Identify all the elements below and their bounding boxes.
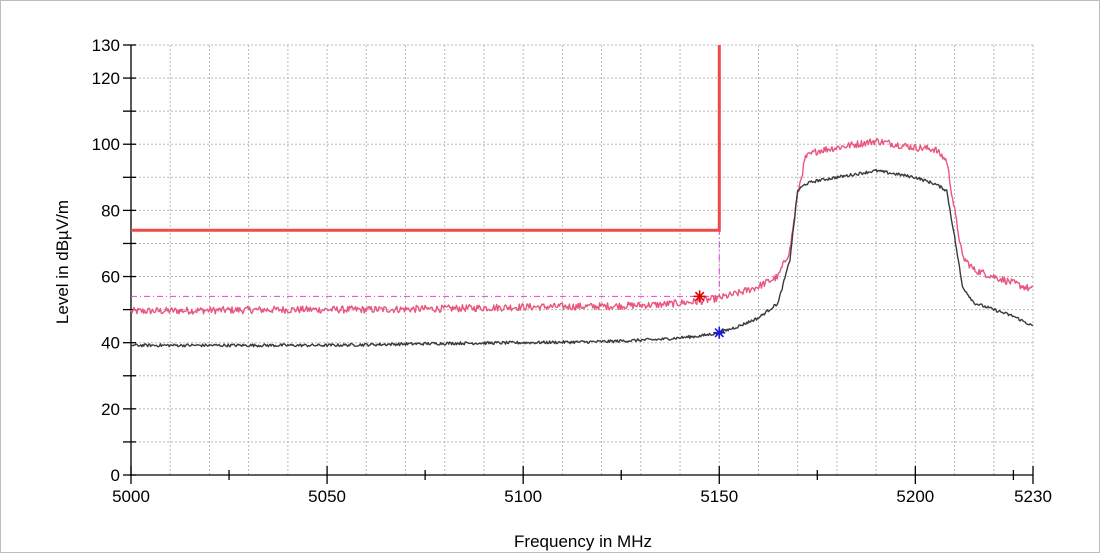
y-tick-label: 60 xyxy=(101,268,120,287)
x-tick-label: 5050 xyxy=(308,487,346,506)
plot-area xyxy=(130,45,1034,348)
y-tick-label: 120 xyxy=(92,69,120,88)
y-tick-label: 80 xyxy=(101,201,120,220)
x-tick-label: 5100 xyxy=(504,487,542,506)
x-tick-label: 5230 xyxy=(1014,487,1052,506)
x-tick-label: 5150 xyxy=(700,487,738,506)
grid xyxy=(131,44,1034,475)
y-tick-label: 0 xyxy=(111,466,120,485)
peak-marker xyxy=(713,326,726,339)
y-tick-label: 40 xyxy=(101,334,120,353)
y-tick-label: 20 xyxy=(101,400,120,419)
x-axis-ticks: 5000 5050 5100 5150 5200 5230 xyxy=(112,466,1052,506)
reference-line xyxy=(131,230,720,297)
y-axis-ticks: 0 20 40 60 80 100 120 130 xyxy=(92,36,136,485)
trace-line xyxy=(130,168,1034,348)
y-tick-label: 100 xyxy=(92,135,120,154)
x-axis-title: Frequency in MHz xyxy=(514,532,652,551)
peak-marker xyxy=(693,290,706,303)
axes xyxy=(130,45,1033,476)
limit-line xyxy=(131,45,721,232)
trace-line xyxy=(130,137,1034,315)
y-tick-label: 130 xyxy=(92,36,120,55)
x-tick-label: 5200 xyxy=(896,487,934,506)
x-tick-label: 5000 xyxy=(112,487,150,506)
y-axis-title: Level in dBµV/m xyxy=(53,200,72,324)
